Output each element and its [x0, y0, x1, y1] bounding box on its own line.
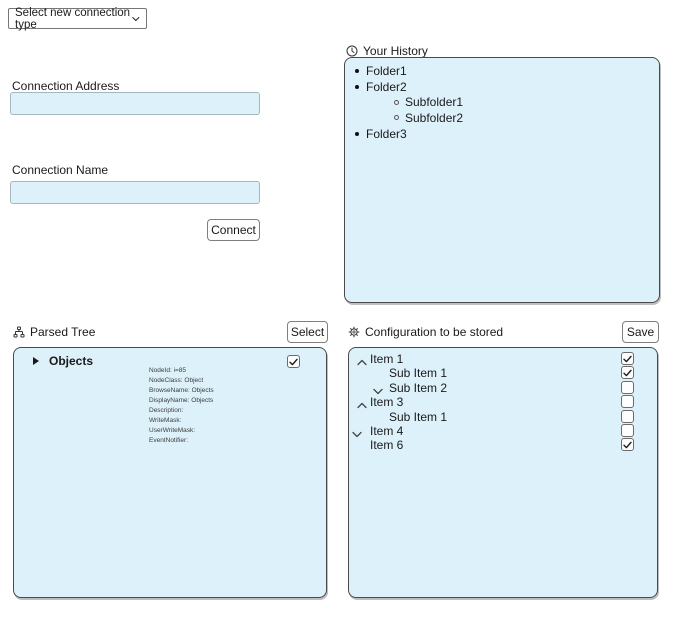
- configuration-list: Item 1 Sub Item 1 Sub Item 2 Item 3 Sub Item…: [349, 348, 657, 453]
- config-item-label: Sub Item 1: [389, 366, 448, 381]
- history-item[interactable]: Folder1: [345, 63, 659, 79]
- connection-type-dropdown[interactable]: Select new connection type: [8, 6, 147, 31]
- history-header: Your History: [346, 44, 428, 58]
- history-panel: Folder1 Folder2 Subfolder1 Subfolder2 Folder…: [344, 57, 660, 303]
- configuration-header: Configuration to be stored: [348, 325, 503, 339]
- configuration-title: Configuration to be stored: [365, 325, 504, 339]
- parsed-tree-title: Parsed Tree: [30, 325, 96, 339]
- parsed-tree-root-label: Objects: [49, 354, 94, 368]
- configuration-panel: Item 1 Sub Item 1 Sub Item 2 Item 3 Sub Item…: [348, 347, 658, 598]
- node-details: NodeId: i=85 NodeClass: Object BrowseName:…: [149, 366, 214, 446]
- parsed-tree-header: Parsed Tree: [13, 325, 95, 339]
- node-detail-line: BrowseName: Objects: [149, 387, 214, 394]
- config-item-checkbox[interactable]: [621, 352, 634, 365]
- check-icon: [289, 358, 298, 365]
- config-item[interactable]: Sub Item 2: [349, 380, 657, 398]
- save-button[interactable]: Save: [622, 321, 659, 343]
- config-item-checkbox[interactable]: [621, 423, 634, 437]
- node-detail-line: DisplayName: Objects: [149, 397, 214, 404]
- node-detail-line: UserWriteMask:: [149, 427, 196, 434]
- history-title: Your History: [363, 44, 428, 58]
- parsed-tree-root-row[interactable]: Objects: [14, 354, 326, 368]
- node-detail-line: NodeClass: Object: [149, 377, 204, 384]
- connect-button[interactable]: Connect: [207, 219, 260, 241]
- history-item[interactable]: Folder3: [345, 126, 659, 142]
- config-item[interactable]: Item 4: [349, 423, 657, 441]
- chevron-down-icon: [132, 16, 140, 21]
- config-item-label: Item 3: [370, 395, 404, 410]
- clock-icon: [346, 45, 358, 57]
- history-item-label: Folder1: [366, 63, 407, 78]
- chevron-down-icon: [352, 431, 362, 438]
- config-item-checkbox[interactable]: [621, 366, 634, 380]
- config-item[interactable]: Item 3: [349, 395, 657, 409]
- chevron-up-icon: [357, 403, 367, 409]
- history-item[interactable]: Folder2: [345, 79, 659, 95]
- parsed-node-checkbox[interactable]: [287, 355, 300, 368]
- config-item-expander[interactable]: [357, 398, 367, 412]
- history-item[interactable]: Subfolder1: [345, 94, 659, 110]
- config-item-expander[interactable]: [373, 384, 383, 398]
- config-item-label: Sub Item 1: [389, 409, 448, 424]
- check-icon: [623, 441, 632, 449]
- connection-type-dropdown-label: Select new connection type: [15, 6, 131, 31]
- config-item-label: Item 1: [370, 352, 404, 366]
- config-item[interactable]: Sub Item 1: [349, 366, 657, 380]
- bullet-icon: [355, 68, 359, 73]
- chevron-up-icon: [357, 359, 367, 366]
- chevron-down-icon: [373, 388, 383, 394]
- config-item[interactable]: Item 6: [349, 438, 657, 452]
- config-item-expander[interactable]: [357, 355, 367, 369]
- sitemap-icon: [13, 326, 25, 338]
- config-item[interactable]: Sub Item 1: [349, 409, 657, 424]
- history-item-label: Subfolder2: [405, 110, 464, 125]
- select-button[interactable]: Select: [287, 321, 328, 343]
- config-item-label: Sub Item 2: [389, 380, 448, 395]
- node-detail-line: Description:: [149, 407, 184, 414]
- config-item-expander[interactable]: [352, 427, 362, 441]
- config-item-checkbox[interactable]: [621, 438, 634, 452]
- config-item-label: Item 4: [370, 423, 404, 438]
- connection-name-input[interactable]: [10, 181, 260, 204]
- connection-address-input[interactable]: [10, 92, 260, 115]
- node-detail-line: NodeId: i=85: [149, 367, 187, 374]
- config-item-label: Item 6: [370, 438, 404, 453]
- hollow-bullet-icon: [394, 115, 399, 121]
- config-item[interactable]: Item 1: [349, 352, 657, 366]
- connection-address-label: Connection Address: [12, 79, 120, 93]
- connection-name-label: Connection Name: [12, 163, 109, 177]
- node-detail-line: EventNotifier:: [149, 437, 189, 444]
- history-list: Folder1 Folder2 Subfolder1 Subfolder2 Folder…: [345, 58, 659, 141]
- history-item[interactable]: Subfolder2: [345, 110, 659, 126]
- check-icon: [623, 369, 632, 377]
- history-item-label: Folder3: [366, 126, 407, 141]
- history-item-label: Subfolder1: [405, 95, 464, 110]
- node-detail-line: WriteMask:: [149, 417, 182, 424]
- config-item-checkbox[interactable]: [621, 380, 634, 394]
- bullet-icon: [355, 131, 359, 136]
- bullet-icon: [355, 84, 359, 89]
- config-item-checkbox[interactable]: [621, 409, 634, 423]
- hollow-bullet-icon: [394, 99, 399, 105]
- check-icon: [623, 355, 632, 362]
- history-item-label: Folder2: [366, 79, 407, 94]
- parsed-tree-panel: Objects NodeId: i=85 NodeClass: Object Bro…: [13, 347, 327, 598]
- gear-icon: [348, 326, 360, 338]
- expander-right-icon[interactable]: [33, 357, 39, 365]
- config-item-checkbox[interactable]: [621, 395, 634, 409]
